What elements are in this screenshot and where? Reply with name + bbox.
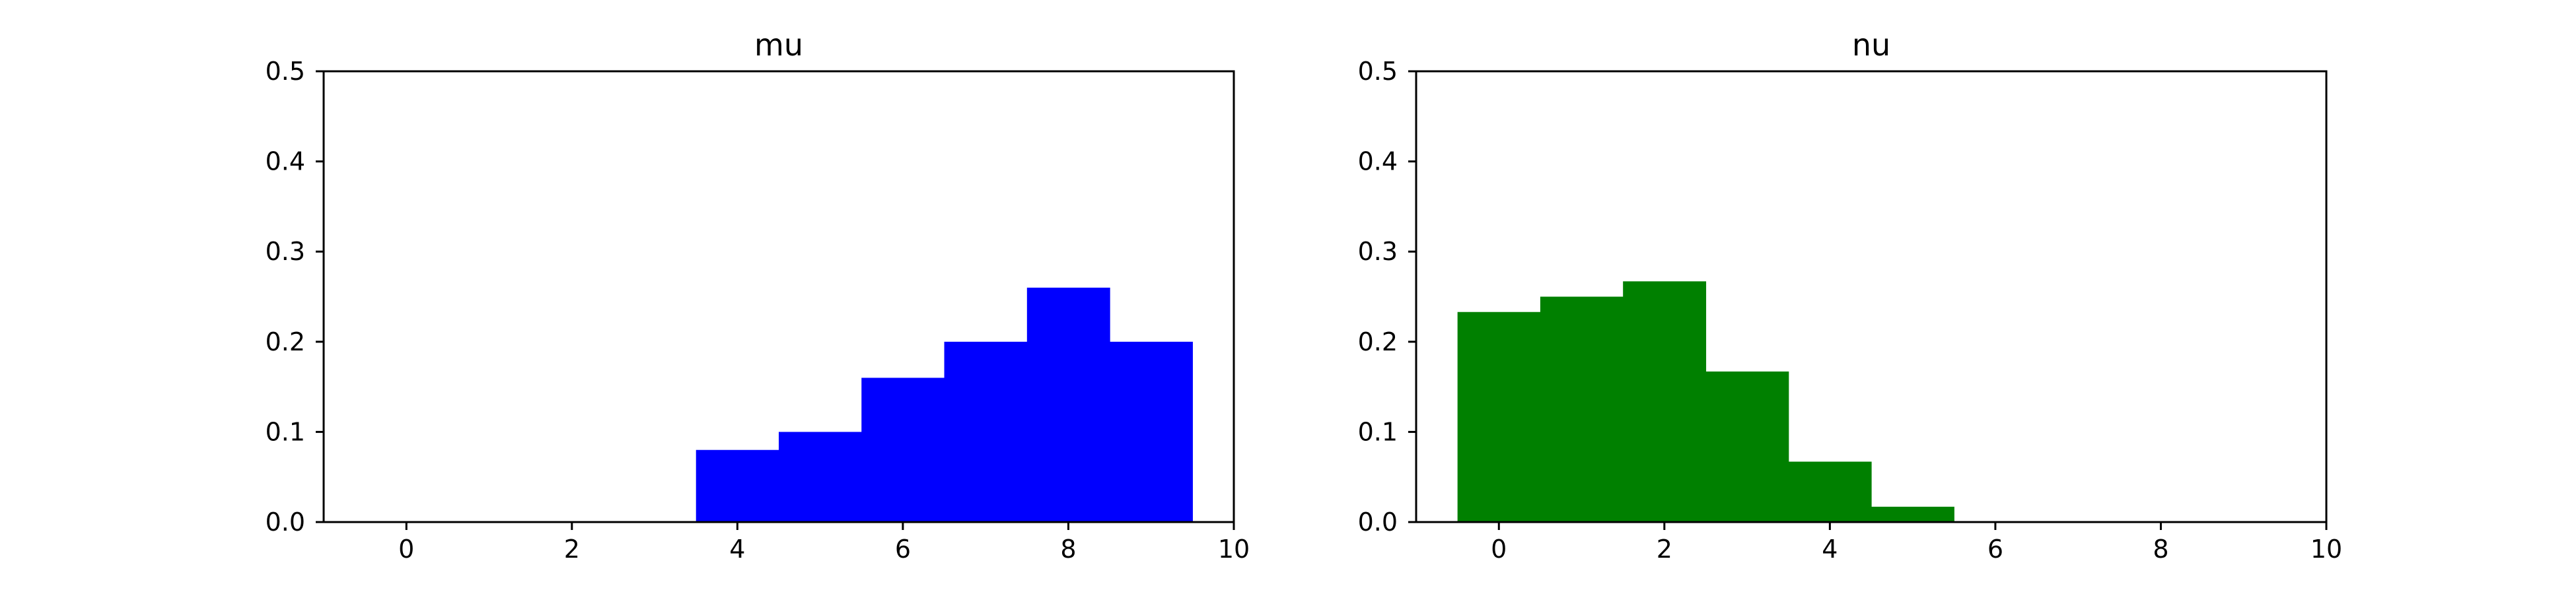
- bar-x8: [1026, 287, 1110, 522]
- bar-x0: [1457, 312, 1541, 522]
- bar-x1: [1540, 296, 1624, 522]
- y-tick-label: 0.1: [1358, 417, 1398, 446]
- bar-x6: [861, 378, 945, 522]
- x-tick-label: 10: [1218, 535, 1250, 564]
- y-tick-label: 0.4: [1358, 147, 1398, 176]
- x-tick-label: 8: [1060, 535, 1076, 564]
- chart-panel-nu: 0 2 4 6 8 10 0.0 0.1 0.2 0.3 0.4 0.5 nu: [1358, 27, 2343, 564]
- x-tick-label: 2: [1657, 535, 1672, 564]
- x-tick-label: 4: [729, 535, 745, 564]
- bar-x5: [1871, 506, 1954, 522]
- bar-x3: [1705, 371, 1789, 522]
- x-tick-label: 8: [2153, 535, 2168, 564]
- y-tick-label: 0.3: [266, 237, 305, 266]
- bar-x7: [944, 341, 1028, 522]
- y-tick-label: 0.5: [1358, 57, 1398, 86]
- bar-x2: [1623, 281, 1707, 522]
- y-tick-label: 0.0: [266, 508, 305, 537]
- chart-title: mu: [754, 27, 803, 63]
- y-tick-label: 0.5: [266, 57, 305, 86]
- chart-title: nu: [1852, 27, 1890, 63]
- x-tick-label: 6: [895, 535, 911, 564]
- bar-x9: [1110, 341, 1193, 522]
- x-tick-label: 6: [1987, 535, 2003, 564]
- y-tick-label: 0.1: [266, 417, 305, 446]
- y-tick-label: 0.3: [1358, 237, 1398, 266]
- y-tick-label: 0.2: [1358, 327, 1398, 356]
- x-tick-label: 2: [564, 535, 580, 564]
- bar-x4: [1788, 461, 1872, 522]
- x-tick-label: 0: [398, 535, 414, 564]
- y-tick-label: 0.0: [1358, 508, 1398, 537]
- x-tick-label: 10: [2310, 535, 2342, 564]
- y-tick-label: 0.4: [266, 147, 305, 176]
- x-tick-label: 4: [1822, 535, 1838, 564]
- chart-panel-mu: 0 2 4 6 8 10 0.0 0.1 0.2 0.3 0.4 0.5 mu: [266, 27, 1250, 564]
- axes-frame: [1415, 70, 2328, 523]
- y-tick-label: 0.2: [266, 327, 305, 356]
- axes-frame: [322, 70, 1235, 523]
- bar-x5: [779, 432, 862, 522]
- x-tick-label: 0: [1491, 535, 1507, 564]
- bar-x4: [696, 449, 779, 522]
